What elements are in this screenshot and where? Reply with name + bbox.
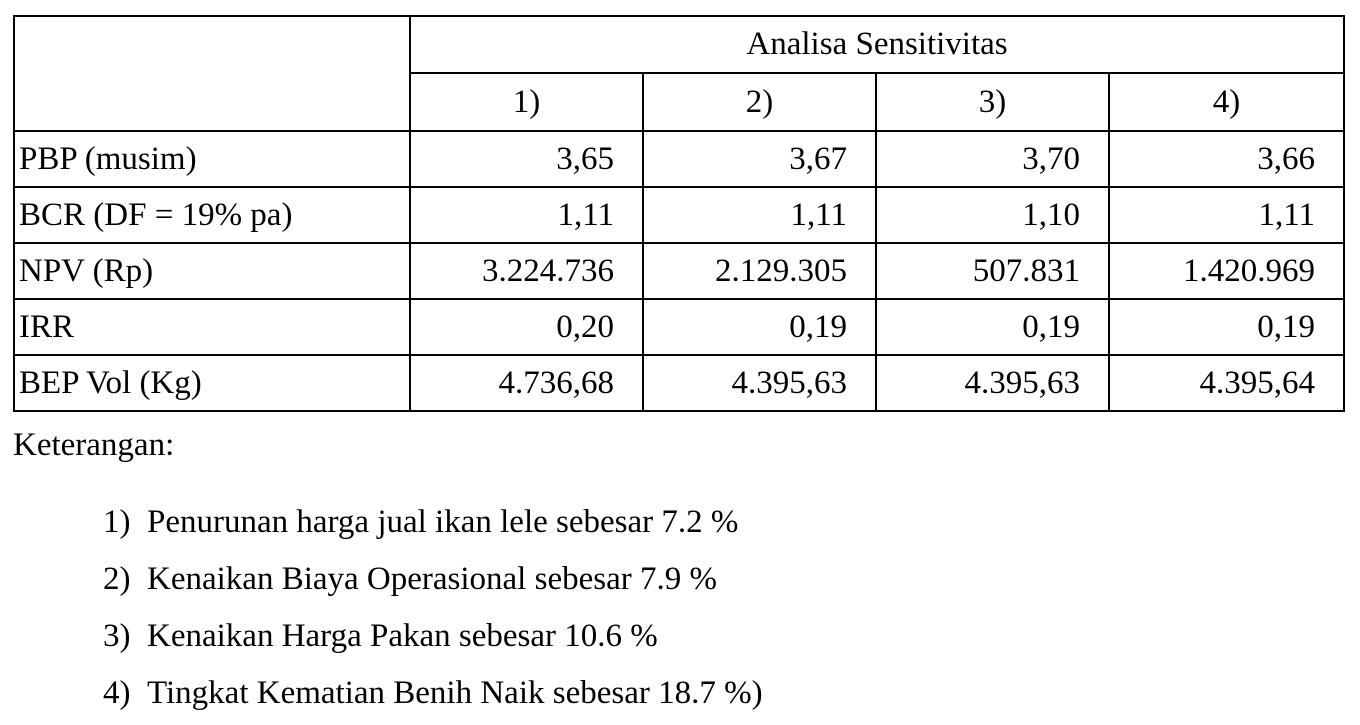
column-header: 2) (642, 72, 877, 132)
row-label: BCR (DF = 19% pa) (13, 186, 411, 244)
table-cell: 1.420.969 (1107, 242, 1346, 300)
table-cell: 0,19 (642, 298, 877, 356)
row-label: IRR (13, 298, 411, 356)
list-item-marker: 2) (103, 561, 131, 597)
table-cell: 3,66 (1107, 130, 1346, 188)
table-row: PBP (musim) 3,65 3,67 3,70 3,66 (13, 130, 1346, 188)
table-row: BCR (DF = 19% pa) 1,11 1,11 1,10 1,11 (13, 186, 1346, 244)
table-cell: 1,11 (1107, 186, 1346, 244)
table-cell: 3,67 (642, 130, 877, 188)
row-label: NPV (Rp) (13, 242, 411, 300)
sensitivity-table: Analisa Sensitivitas 1) 2) 3) 4) PBP (mu… (13, 15, 1346, 412)
list-item: 4) Tingkat Kematian Benih Naik sebesar 18… (103, 668, 763, 725)
row-label: BEP Vol (Kg) (13, 354, 411, 412)
table-row: IRR 0,20 0,19 0,19 0,19 (13, 298, 1346, 356)
table-cell: 1,10 (875, 186, 1110, 244)
table-cell: 2.129.305 (642, 242, 877, 300)
table-cell: 0,20 (409, 298, 644, 356)
corner-cell (13, 15, 411, 132)
table-cell: 4.736,68 (409, 354, 644, 412)
table-cell: 3,70 (875, 130, 1110, 188)
list-item: 1) Penurunan harga jual ikan lele sebesar… (103, 497, 763, 554)
table-cell: 0,19 (1107, 298, 1346, 356)
table-cell: 3.224.736 (409, 242, 644, 300)
sensitivity-table-container: Analisa Sensitivitas 1) 2) 3) 4) PBP (mu… (13, 15, 1346, 412)
notes-title: Keterangan: (13, 427, 175, 463)
column-header: 1) (409, 72, 644, 132)
table-cell: 4.395,63 (875, 354, 1110, 412)
table-cell: 4.395,63 (642, 354, 877, 412)
list-item-marker: 3) (103, 618, 131, 654)
list-item: 3) Kenaikan Harga Pakan sebesar 10.6 % (103, 611, 763, 668)
column-header: 3) (875, 72, 1110, 132)
list-item: 2) Kenaikan Biaya Operasional sebesar 7.9… (103, 554, 763, 611)
table-cell: 507.831 (875, 242, 1110, 300)
table-cell: 4.395,64 (1107, 354, 1346, 412)
list-item-marker: 4) (103, 675, 131, 711)
table-subheader-row: 1) 2) 3) 4) (14, 72, 1346, 132)
table-row: NPV (Rp) 3.224.736 2.129.305 507.831 1.4… (13, 242, 1346, 300)
table-header-row: Analisa Sensitivitas (13, 15, 1346, 132)
notes-list: 1) Penurunan harga jual ikan lele sebesar… (103, 497, 763, 725)
group-header: Analisa Sensitivitas (408, 15, 1346, 74)
list-item-marker: 1) (103, 504, 131, 540)
row-label: PBP (musim) (13, 130, 411, 188)
list-item-text: Kenaikan Harga Pakan sebesar 10.6 % (147, 618, 658, 654)
table-row: BEP Vol (Kg) 4.736,68 4.395,63 4.395,63 … (13, 354, 1346, 412)
table-cell: 1,11 (642, 186, 877, 244)
list-item-text: Penurunan harga jual ikan lele sebesar 7… (147, 504, 739, 540)
table-cell: 0,19 (875, 298, 1110, 356)
table-cell: 3,65 (409, 130, 644, 188)
table-cell: 1,11 (409, 186, 644, 244)
column-header: 4) (1107, 72, 1346, 132)
list-item-text: Tingkat Kematian Benih Naik sebesar 18.7… (147, 675, 763, 711)
list-item-text: Kenaikan Biaya Operasional sebesar 7.9 % (147, 561, 717, 597)
